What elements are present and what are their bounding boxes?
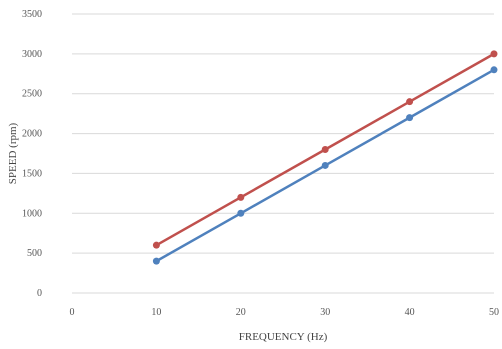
- y-tick-label: 1500: [22, 168, 42, 179]
- data-point: [406, 114, 414, 122]
- y-tick-label: 500: [27, 248, 42, 259]
- y-axis-title: SPEED (rpm): [7, 122, 19, 184]
- x-tick-label: 30: [320, 307, 330, 318]
- data-point: [321, 161, 329, 169]
- x-tick-label: 10: [151, 307, 161, 318]
- x-tick-label: 0: [70, 307, 75, 318]
- x-tick-label: 50: [489, 307, 499, 318]
- y-tick-labels: 0 500 1000 1500 2000 2500 3000 3500: [22, 9, 42, 299]
- data-point: [237, 209, 245, 217]
- x-tick-labels: 0 10 20 30 40 50: [70, 307, 500, 318]
- x-tick-label: 40: [405, 307, 415, 318]
- grid-lines: [72, 13, 494, 294]
- x-tick-label: 20: [236, 307, 246, 318]
- series-group: [152, 50, 498, 265]
- y-tick-label: 1000: [22, 208, 42, 219]
- data-point: [321, 146, 329, 154]
- y-tick-label: 3000: [22, 49, 42, 60]
- data-point: [152, 257, 160, 265]
- data-point: [152, 241, 160, 249]
- x-axis-title: FREQUENCY (Hz): [239, 331, 328, 343]
- data-point: [490, 50, 498, 58]
- data-point: [406, 98, 414, 106]
- data-point: [237, 193, 245, 201]
- y-tick-label: 0: [37, 288, 42, 299]
- y-tick-label: 2500: [22, 89, 42, 100]
- data-point: [490, 66, 498, 74]
- y-tick-label: 2000: [22, 129, 42, 140]
- y-tick-label: 3500: [22, 9, 42, 20]
